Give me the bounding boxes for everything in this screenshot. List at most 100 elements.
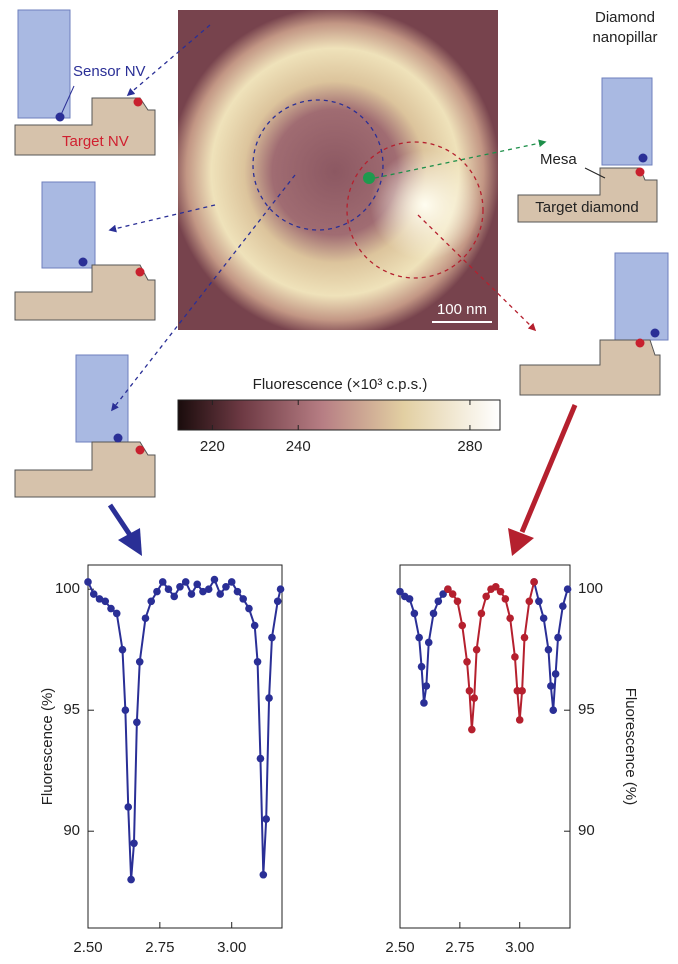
data-point (468, 726, 476, 734)
figure: 100 nm Sensor NV Target NV Diamond nanop… (0, 0, 678, 959)
fluorescence-image (170, 7, 500, 337)
y-tick-label: 90 (578, 822, 595, 839)
data-point (188, 590, 196, 598)
data-point (449, 590, 457, 598)
data-point (159, 578, 167, 586)
data-point (506, 614, 514, 622)
data-point (228, 578, 236, 586)
data-point (466, 687, 474, 695)
data-point (420, 699, 428, 707)
data-point (113, 610, 121, 618)
sensor-nv-label: Sensor NV (73, 63, 146, 80)
data-point (130, 840, 138, 848)
colorbar-label: Fluorescence (×10³ c.p.s.) (253, 376, 428, 393)
data-point (425, 639, 433, 647)
data-point (518, 687, 526, 695)
pillar-label: Diamond (595, 9, 655, 26)
data-point (265, 694, 273, 702)
data-point (142, 614, 150, 622)
y-axis-label: Fluorescence (%) (39, 688, 56, 806)
data-point (170, 593, 178, 601)
data-point (497, 588, 505, 596)
data-point (165, 585, 173, 593)
data-point (549, 706, 557, 714)
data-point (458, 622, 466, 630)
data-point (122, 706, 130, 714)
data-point (473, 646, 481, 654)
diagram-2 (15, 182, 155, 320)
data-point (411, 610, 419, 618)
scale-bar-label: 100 nm (437, 301, 487, 318)
data-point (525, 598, 533, 606)
data-point (136, 658, 144, 666)
data-point (415, 634, 423, 642)
data-point (147, 598, 155, 606)
data-point (454, 598, 462, 606)
y-tick-label: 100 (578, 580, 603, 597)
data-point (554, 634, 562, 642)
x-tick-label: 3.00 (217, 939, 246, 956)
diagram-5 (520, 253, 668, 395)
data-point (211, 576, 219, 584)
diagram-3 (15, 355, 155, 497)
colorbar (178, 400, 500, 430)
data-point (153, 588, 161, 596)
colorbar-tick-label: 240 (286, 438, 311, 455)
data-point (182, 578, 190, 586)
data-point (463, 658, 471, 666)
data-point (245, 605, 253, 613)
data-point (435, 598, 443, 606)
data-point (547, 682, 555, 690)
x-tick-label: 2.50 (385, 939, 414, 956)
data-point (540, 614, 548, 622)
data-point (124, 803, 132, 811)
data-point (193, 581, 201, 589)
mesa-label: Mesa (540, 151, 577, 168)
data-point (216, 590, 224, 598)
data-point (502, 595, 510, 603)
data-point (530, 578, 538, 586)
target-diamond-label: Target diamond (535, 199, 638, 216)
y-tick-label: 95 (578, 701, 595, 718)
data-point (470, 694, 478, 702)
data-point (564, 585, 572, 593)
pillar-label: nanopillar (592, 29, 657, 46)
data-point (423, 682, 431, 690)
data-point (260, 871, 268, 879)
data-point (84, 578, 92, 586)
data-point (262, 815, 270, 823)
colorbar-tick-label: 280 (457, 438, 482, 455)
data-point (418, 663, 426, 671)
data-point (277, 585, 285, 593)
data-point (101, 598, 109, 606)
data-point (482, 593, 490, 601)
series-line (448, 582, 534, 730)
data-point (521, 634, 529, 642)
data-point (516, 716, 524, 724)
colorbar-tick-label: 220 (200, 438, 225, 455)
data-point (254, 658, 262, 666)
data-point (119, 646, 127, 654)
data-point (251, 622, 259, 630)
data-point (257, 755, 265, 763)
data-point (127, 876, 135, 884)
data-point (559, 602, 567, 610)
data-point (535, 598, 543, 606)
x-tick-label: 3.00 (505, 939, 534, 956)
data-point (133, 719, 141, 727)
data-point (274, 598, 282, 606)
target-nv-label: Target NV (62, 133, 129, 150)
x-tick-label: 2.75 (445, 939, 474, 956)
x-tick-label: 2.50 (73, 939, 102, 956)
y-tick-label: 100 (55, 580, 80, 597)
x-tick-label: 2.75 (145, 939, 174, 956)
data-point (268, 634, 276, 642)
y-tick-label: 90 (63, 822, 80, 839)
y-axis-label: Fluorescence (%) (622, 688, 639, 806)
data-point (239, 595, 247, 603)
data-point (511, 653, 519, 661)
data-point (205, 585, 213, 593)
y-tick-label: 95 (63, 701, 80, 718)
data-point (430, 610, 438, 618)
data-point (478, 610, 486, 618)
